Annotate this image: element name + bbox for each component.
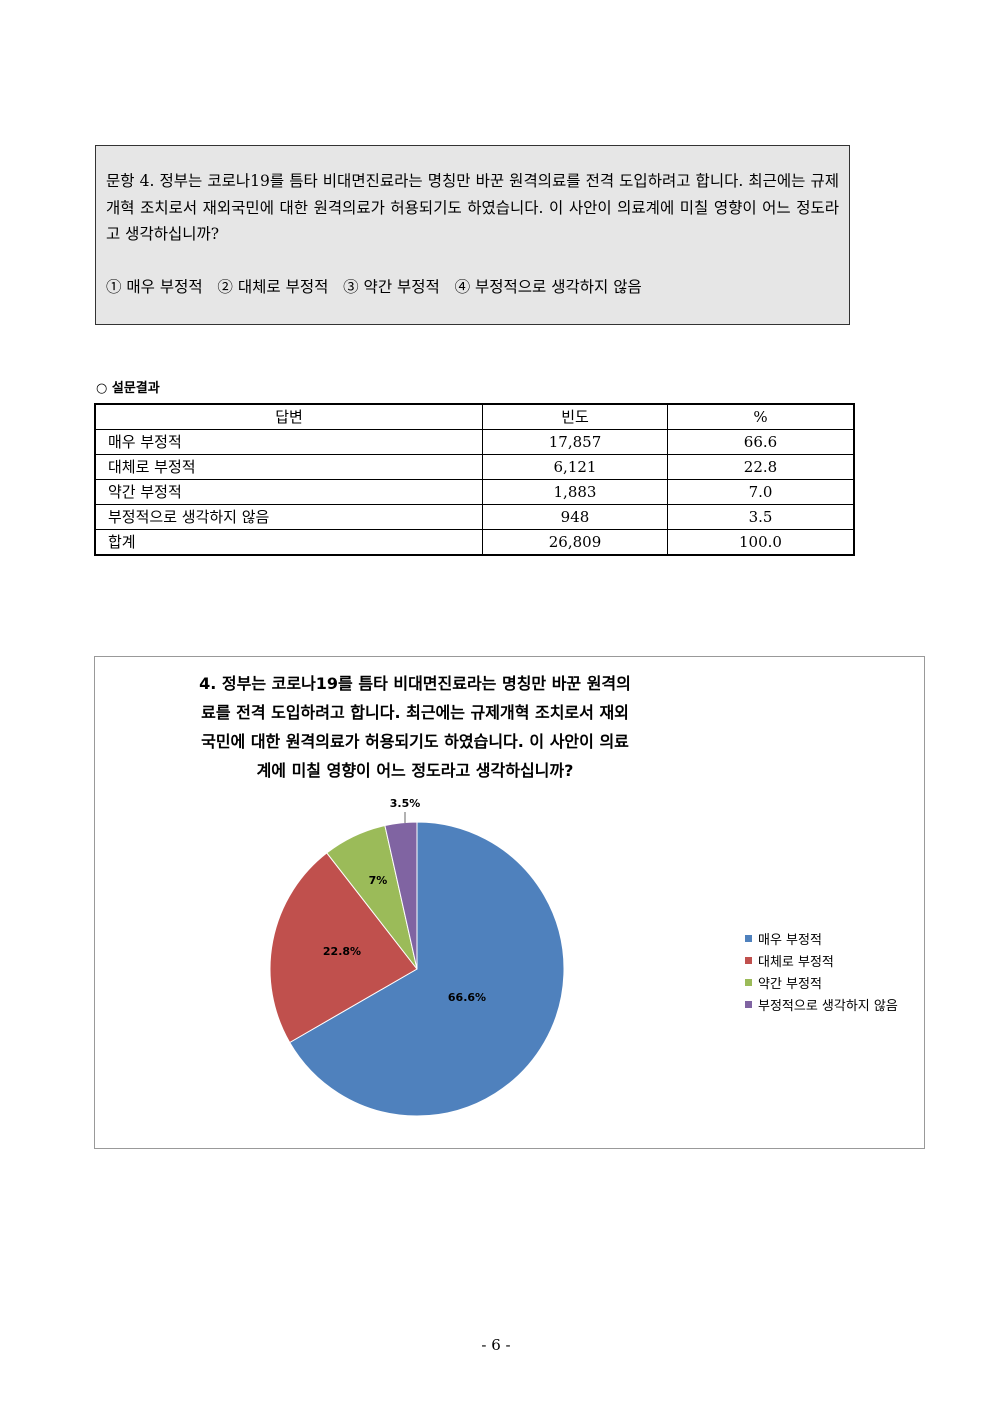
question-box: 문항 4. 정부는 코로나19를 틈타 비대면진료라는 명칭만 바꾼 원격의료를… xyxy=(95,145,850,325)
header-frequency: 빈도 xyxy=(482,403,668,430)
legend-label: 약간 부정적 xyxy=(758,976,822,992)
results-title: ○ 설문결과 xyxy=(96,381,160,396)
legend-label: 매우 부정적 xyxy=(758,932,822,948)
legend-label: 대체로 부정적 xyxy=(758,954,834,970)
pie-slice xyxy=(384,821,418,970)
answer-cell: 대체로 부정적 xyxy=(94,454,483,480)
data-label: 7% xyxy=(369,874,388,887)
legend-item: 약간 부정적 xyxy=(745,971,898,993)
legend-item: 매우 부정적 xyxy=(745,927,898,949)
header-answer: 답변 xyxy=(94,403,483,430)
legend-swatch xyxy=(745,956,752,964)
table-row: 약간 부정적 1,883 7.0 xyxy=(94,479,855,505)
header-percent: % xyxy=(667,403,855,430)
frequency-cell: 26,809 xyxy=(482,529,668,556)
table-row: 매우 부정적 17,857 66.6 xyxy=(94,429,855,455)
percent-cell: 3.5 xyxy=(667,504,855,530)
legend-swatch xyxy=(745,1000,752,1008)
legend-swatch xyxy=(745,978,752,986)
frequency-cell: 6,121 xyxy=(482,454,668,480)
page-number: - 6 - xyxy=(481,1336,511,1354)
legend-label: 부정적으로 생각하지 않음 xyxy=(758,998,898,1014)
pie-slice xyxy=(289,821,565,1117)
table-total-row: 합계 26,809 100.0 xyxy=(94,529,855,556)
question-options: ① 매우 부정적 ② 대체로 부정적 ③ 약간 부정적 ④ 부정적으로 생각하지… xyxy=(106,277,642,296)
pie-chart: 4. 정부는 코로나19를 틈타 비대면진료라는 명칭만 바꾼 원격의료를 전격… xyxy=(94,656,925,1149)
answer-cell: 부정적으로 생각하지 않음 xyxy=(94,504,483,530)
answer-cell: 매우 부정적 xyxy=(94,429,483,455)
pie-svg: 66.6% 22.8% 7% 3.5% xyxy=(269,797,565,1117)
data-label: 66.6% xyxy=(448,991,486,1004)
frequency-cell: 948 xyxy=(482,504,668,530)
data-label: 3.5% xyxy=(390,797,421,810)
table-row: 부정적으로 생각하지 않음 948 3.5 xyxy=(94,504,855,530)
results-table: 답변 빈도 % 매우 부정적 17,857 66.6 대체로 부정적 6,121 22.… xyxy=(94,403,855,556)
data-label: 22.8% xyxy=(323,945,361,958)
percent-cell: 100.0 xyxy=(667,529,855,556)
question-text: 문항 4. 정부는 코로나19를 틈타 비대면진료라는 명칭만 바꾼 원격의료를… xyxy=(106,172,839,243)
pie-slice xyxy=(269,852,418,1044)
legend-swatch xyxy=(745,934,752,942)
percent-cell: 7.0 xyxy=(667,479,855,505)
legend-item: 대체로 부정적 xyxy=(745,949,898,971)
chart-title: 4. 정부는 코로나19를 틈타 비대면진료라는 명칭만 바꾼 원격의료를 전격… xyxy=(199,674,631,780)
answer-cell: 합계 xyxy=(94,529,483,556)
frequency-cell: 17,857 xyxy=(482,429,668,455)
answer-cell: 약간 부정적 xyxy=(94,479,483,505)
percent-cell: 22.8 xyxy=(667,454,855,480)
table-header-row: 답변 빈도 % xyxy=(94,403,855,430)
legend-item: 부정적으로 생각하지 않음 xyxy=(745,993,898,1015)
frequency-cell: 1,883 xyxy=(482,479,668,505)
table-row: 대체로 부정적 6,121 22.8 xyxy=(94,454,855,480)
percent-cell: 66.6 xyxy=(667,429,855,455)
